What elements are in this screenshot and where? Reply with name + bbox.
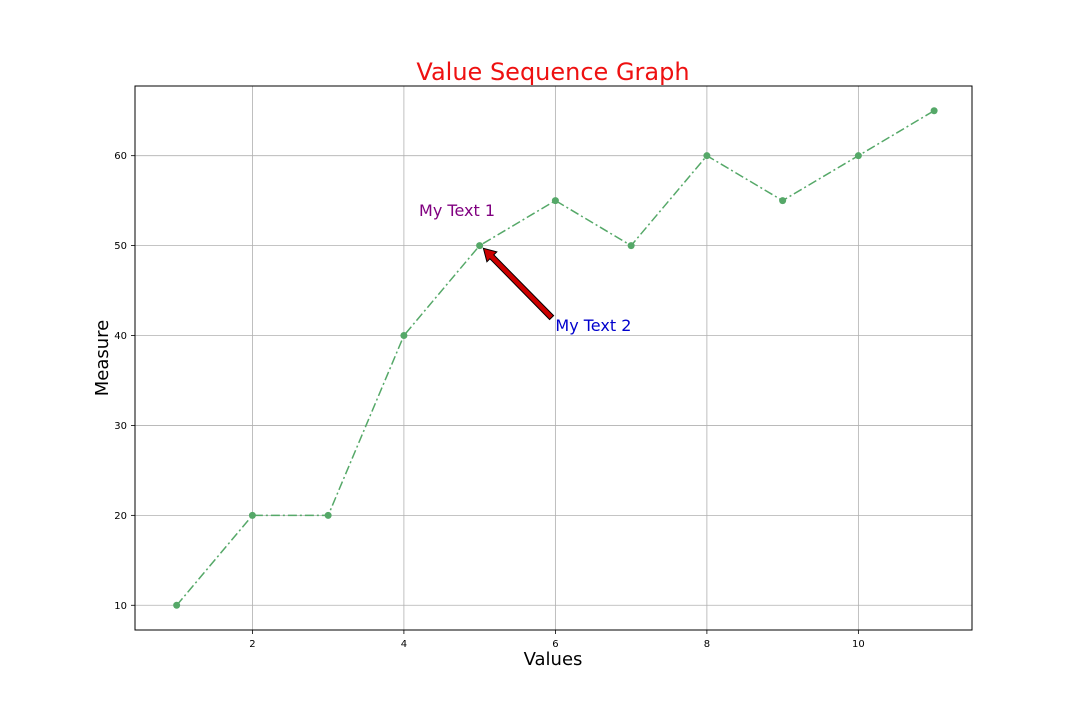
data-point: [476, 242, 484, 250]
y-tick-label: 20: [114, 511, 127, 522]
y-tick-label: 40: [114, 331, 127, 342]
x-tick-label: 4: [401, 639, 407, 650]
data-point: [703, 152, 711, 160]
annotation-arrow: [482, 247, 555, 321]
y-tick-label: 50: [114, 241, 127, 252]
chart-title: Value Sequence Graph: [416, 58, 689, 86]
y-axis-ticks: 10 20 30 40 50 60: [114, 151, 135, 612]
x-tick-label: 8: [704, 639, 710, 650]
plot-frame: [134, 85, 973, 631]
data-series: [173, 107, 938, 609]
data-point: [854, 152, 862, 160]
x-tick-label: 10: [852, 639, 865, 650]
data-point: [400, 332, 408, 340]
data-point: [930, 107, 938, 115]
data-point: [248, 511, 256, 519]
y-tick-label: 10: [114, 601, 127, 612]
annotations: My Text 1 My Text 2: [419, 201, 631, 335]
y-axis-label: Measure: [92, 320, 113, 397]
annotation-text: My Text 1: [419, 201, 495, 220]
data-point: [324, 511, 332, 519]
annotation-text: My Text 2: [555, 316, 631, 335]
data-point: [627, 242, 635, 250]
data-point: [173, 601, 181, 609]
y-tick-label: 30: [114, 421, 127, 432]
y-tick-label: 60: [114, 151, 127, 162]
data-point: [779, 197, 787, 205]
x-axis-ticks: 2 4 6 8 10: [249, 630, 865, 650]
data-point: [551, 197, 559, 205]
x-tick-label: 6: [552, 639, 558, 650]
x-axis-label: Values: [524, 649, 583, 670]
x-tick-label: 2: [249, 639, 255, 650]
plot-background: [135, 86, 972, 630]
